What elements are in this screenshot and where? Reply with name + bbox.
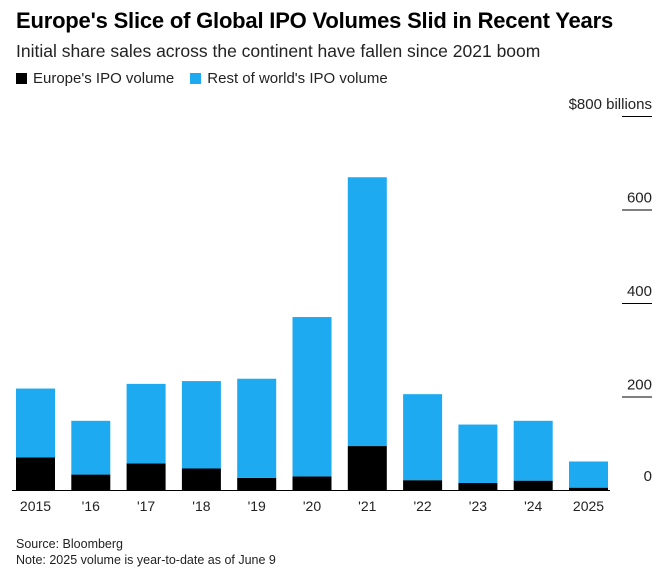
bar-europe-5 [292,476,332,490]
legend-swatch-europe [16,73,27,84]
bar-europe-2 [126,463,166,490]
y-tick-label-0: 0 [644,468,652,485]
chart-footer: Source: Bloomberg Note: 2025 volume is y… [16,536,276,568]
bar-rest-of-world-9 [513,420,553,481]
legend: Europe's IPO volume Rest of world's IPO … [16,70,404,87]
legend-label-rest-of-world: Rest of world's IPO volume [207,70,388,87]
x-tick-label-6: '21 [358,498,376,514]
bar-europe-3 [181,468,221,490]
bar-rest-of-world-0 [16,388,55,458]
bar-europe-10 [569,487,608,490]
bar-europe-9 [513,480,553,490]
x-tick-label-8: '23 [469,498,487,514]
legend-item-europe: Europe's IPO volume [16,70,174,87]
x-tick-label-1: '16 [82,498,100,514]
y-tick-label-200: 200 [627,377,652,394]
bar-rest-of-world-4 [237,378,277,478]
bar-rest-of-world-7 [403,394,443,481]
footnote: Note: 2025 volume is year-to-date as of … [16,553,276,567]
legend-item-rest-of-world: Rest of world's IPO volume [190,70,388,87]
bar-rest-of-world-8 [458,424,498,483]
x-tick-label-9: '24 [524,498,542,514]
x-tick-label-10: 2025 [573,498,604,514]
bar-rest-of-world-1 [71,420,111,475]
bar-rest-of-world-3 [181,381,221,469]
bar-europe-8 [458,482,498,490]
bar-europe-1 [71,474,111,490]
legend-label-europe: Europe's IPO volume [33,70,175,87]
bar-rest-of-world-6 [347,177,387,447]
legend-swatch-rest-of-world [190,73,202,84]
x-tick-label-7: '22 [413,498,431,514]
source-note: Source: Bloomberg [16,537,124,551]
chart-title: Europe's Slice of Global IPO Volumes Sli… [16,8,613,33]
x-tick-label-3: '18 [192,498,210,514]
chart-subtitle: Initial share sales across the continent… [16,41,541,61]
bar-europe-0 [16,457,55,490]
bar-europe-4 [237,477,277,490]
y-tick-label-800: $800 billions [569,96,652,113]
x-tick-label-5: '20 [303,498,321,514]
y-tick-label-400: 400 [627,283,652,300]
y-tick-label-600: 600 [627,190,652,207]
bar-europe-7 [403,480,443,490]
x-tick-label-0: 2015 [20,498,51,514]
x-tick-label-2: '17 [137,498,155,514]
x-tick-label-4: '19 [248,498,266,514]
bar-rest-of-world-5 [292,317,332,477]
bar-rest-of-world-2 [126,383,166,464]
bar-rest-of-world-10 [569,461,608,488]
bar-europe-6 [347,446,387,490]
